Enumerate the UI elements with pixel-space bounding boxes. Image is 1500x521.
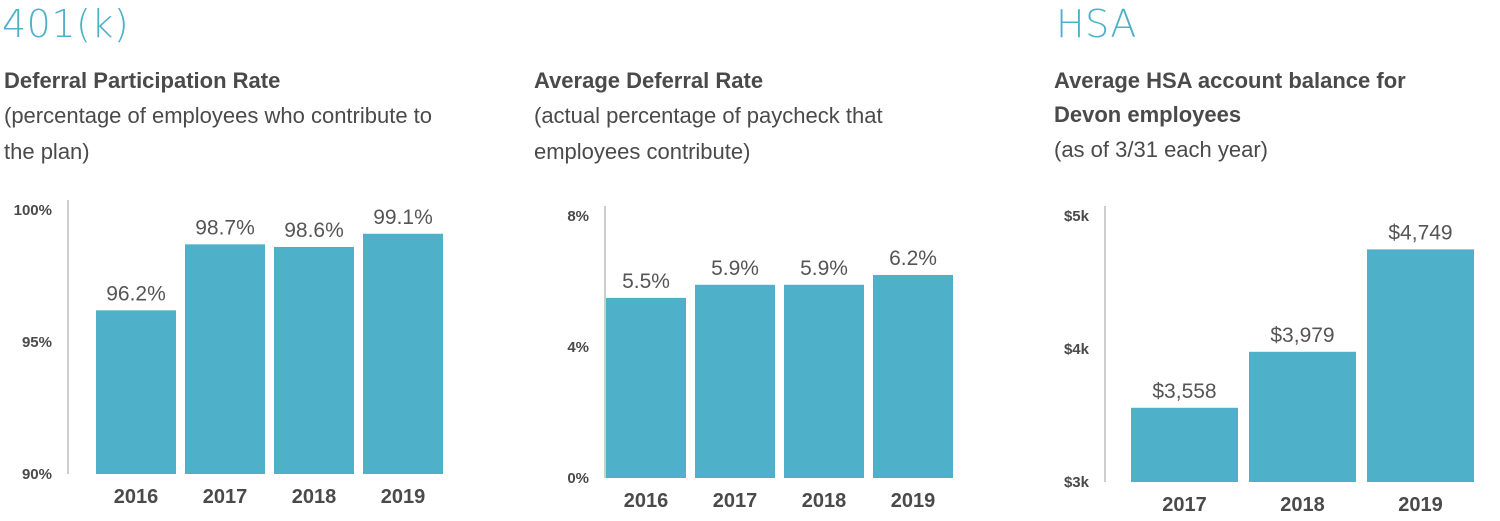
x-tick-label: 2016 [114, 486, 159, 508]
deferral-bar-chart: 0% 4% 8% 5.5% 2016 5.9% 2017 5.9% 2018 6.2% 2019 [567, 206, 953, 512]
bar-2017 [695, 284, 775, 478]
x-tick-label: 2017 [713, 490, 758, 512]
chart-subtitle: (actual percentage of paycheck that empl… [534, 103, 883, 164]
x-tick-label: 2018 [802, 490, 847, 512]
bar-2019 [1367, 249, 1474, 482]
chart-header-deferral: Average Deferral Rate (actual percentage… [534, 64, 934, 170]
bar-2019 [873, 274, 953, 478]
data-label: $4,749 [1388, 221, 1452, 244]
section-title-401k: 401(k) [2, 2, 130, 46]
y-tick-label: 4% [567, 339, 589, 356]
bar-2018 [1249, 351, 1356, 482]
data-label: $3,558 [1152, 380, 1216, 403]
bar-2016 [96, 310, 176, 474]
chart-header-hsa: Average HSA account balance for Devon em… [1054, 64, 1454, 168]
data-label: $3,979 [1270, 324, 1334, 347]
x-tick-label: 2018 [292, 486, 337, 508]
data-label: 96.2% [106, 282, 166, 305]
bar-2018 [274, 246, 354, 474]
bar-2018 [784, 284, 864, 478]
y-tick-label: 100% [14, 202, 52, 219]
x-tick-label: 2019 [1398, 494, 1443, 516]
y-tick-label: $5k [1064, 208, 1090, 225]
x-tick-label: 2017 [203, 486, 248, 508]
y-tick-label: 0% [567, 470, 589, 487]
data-label: 98.6% [284, 219, 344, 242]
bar-2017 [185, 244, 265, 474]
y-tick-label: 8% [567, 208, 589, 225]
bar-2016 [606, 297, 686, 478]
x-tick-label: 2019 [891, 490, 936, 512]
x-tick-label: 2017 [1162, 494, 1207, 516]
chart-header-participation: Deferral Participation Rate (percentage … [4, 64, 454, 170]
data-label: 6.2% [889, 247, 937, 270]
x-tick-label: 2016 [624, 490, 669, 512]
chart-subtitle: (percentage of employees who contribute … [4, 103, 433, 164]
data-label: 5.9% [711, 257, 759, 280]
section-title-hsa: HSA [1056, 2, 1137, 46]
x-tick-label: 2018 [1280, 494, 1325, 516]
data-label: 5.9% [800, 257, 848, 280]
bar-2019 [363, 233, 443, 474]
chart-title: Deferral Participation Rate [4, 68, 281, 93]
y-tick-label: 90% [22, 466, 52, 483]
chart-subtitle: (as of 3/31 each year) [1054, 137, 1269, 162]
x-tick-label: 2019 [381, 486, 426, 508]
data-label: 98.7% [195, 216, 255, 239]
participation-bar-chart: 90% 95% 100% 96.2% 2016 98.7% 2017 98.6% 2018 99.… [14, 200, 443, 508]
y-tick-label: $4k [1064, 341, 1090, 358]
chart-title: Average HSA account balance for Devon em… [1054, 68, 1406, 127]
data-label: 5.5% [622, 270, 670, 293]
hsa-bar-chart: $3k $4k $5k $3,558 2017 $3,979 2018 $4,749 2019 [1064, 206, 1474, 516]
chart-title: Average Deferral Rate [534, 68, 764, 93]
bar-2017 [1131, 407, 1238, 482]
y-tick-label: 95% [22, 334, 52, 351]
data-label: 99.1% [373, 206, 433, 229]
y-tick-label: $3k [1064, 474, 1090, 491]
